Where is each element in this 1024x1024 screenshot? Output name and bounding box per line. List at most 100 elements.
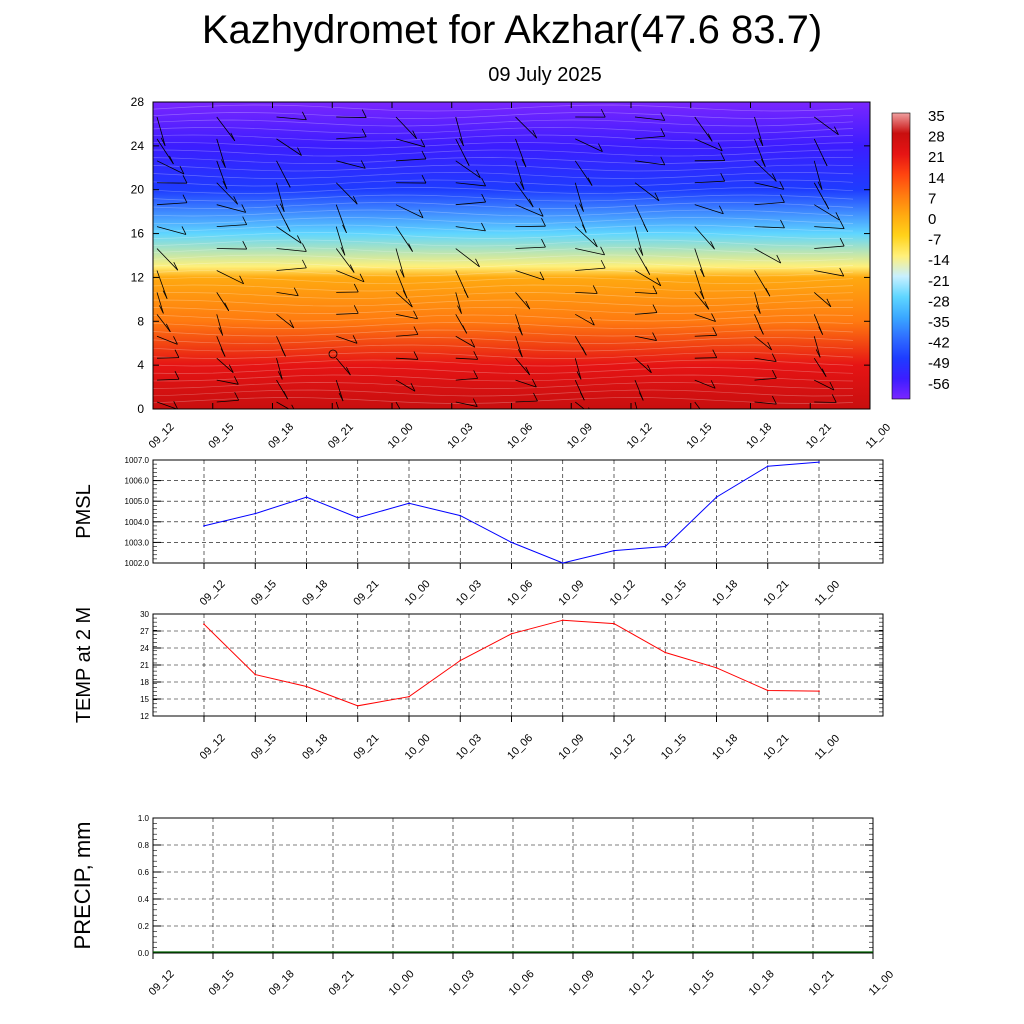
wind-barb-feather <box>283 390 289 400</box>
contour-line <box>153 194 854 202</box>
contour-line <box>153 149 854 157</box>
x-tick-label: 10_18 <box>710 578 740 608</box>
wind-barb-feather <box>421 150 427 160</box>
wind-barb-feather <box>462 325 468 334</box>
wind-barb-feather <box>765 288 771 297</box>
wind-barb-feather <box>338 392 344 402</box>
colorbar-label: -49 <box>928 355 950 372</box>
y-tick-label: 21 <box>140 661 149 670</box>
wind-barb <box>575 291 598 294</box>
x-tick-label: 09_21 <box>326 421 356 451</box>
y-tick-label: 18 <box>140 678 149 687</box>
wind-barb-feather <box>779 181 785 190</box>
wind-barb-feather <box>353 305 359 314</box>
contour-line <box>153 217 854 224</box>
wind-barb-feather <box>349 264 355 273</box>
x-tick-label: 10_06 <box>507 968 537 998</box>
wind-barb-feather <box>481 177 486 187</box>
wind-barb <box>694 116 713 142</box>
wind-barb <box>814 270 844 277</box>
wind-barb-feather <box>407 298 413 308</box>
y-tick-label: 1006.0 <box>125 477 150 486</box>
wind-barb-feather <box>707 133 713 142</box>
y-tick-label: 30 <box>140 610 149 619</box>
wind-barb <box>754 377 777 381</box>
x-tick-label: 09_18 <box>267 968 297 998</box>
wind-barb <box>455 292 462 314</box>
wind-barb <box>634 312 657 315</box>
data-point <box>818 461 820 463</box>
x-tick-label: 10_09 <box>556 732 586 762</box>
contour-line <box>153 314 854 322</box>
contour-line <box>153 202 854 209</box>
x-tick-label: 10_21 <box>804 421 834 451</box>
wind-barb-feather <box>518 327 523 336</box>
wind-barb <box>455 335 475 348</box>
wind-barb-feather <box>815 349 821 358</box>
wind-barb-feather <box>403 413 407 421</box>
wind-barb <box>694 138 723 152</box>
wind-barb-feather <box>289 319 295 329</box>
wind-barb <box>156 226 187 235</box>
contour-line <box>153 322 854 329</box>
wind-barb-feather <box>174 349 180 358</box>
wind-barb-feather <box>222 180 228 190</box>
wind-barb-feather <box>472 398 478 407</box>
wind-barb-feather <box>760 158 766 168</box>
wind-barb-feather <box>525 366 531 376</box>
wind-barb-feather <box>758 137 764 146</box>
wind-barb-feather <box>233 196 238 205</box>
wind-barb <box>216 224 247 228</box>
wind-barb <box>694 226 715 250</box>
y-axis-title: PRECIP, mm <box>70 822 95 950</box>
wind-barb-feather <box>293 287 299 296</box>
wind-barb-feather <box>234 392 240 401</box>
wind-barb-feather <box>817 181 823 190</box>
x-tick-label: 10_06 <box>505 421 535 451</box>
wind-barb <box>455 357 478 360</box>
y-tick-label: 1003.0 <box>125 538 150 547</box>
wind-barb-feather <box>340 247 346 256</box>
wind-barb-feather <box>598 143 603 152</box>
wind-barb <box>754 182 784 190</box>
wind-barb <box>515 314 523 336</box>
contour-line <box>153 119 854 127</box>
wind-barb <box>395 116 417 140</box>
contour-line <box>153 142 854 149</box>
wind-barb-feather <box>759 326 764 335</box>
wind-barb <box>336 335 358 344</box>
wind-barb-feather <box>281 348 286 357</box>
contour-line <box>153 127 854 134</box>
wind-barb-feather <box>402 290 408 299</box>
wind-barb <box>336 270 365 283</box>
x-tick-label: 09_21 <box>327 968 357 998</box>
wind-barb <box>634 226 644 256</box>
wind-barb <box>156 248 179 271</box>
wind-barb <box>216 160 228 190</box>
wind-barb-feather <box>829 381 835 391</box>
wind-barb-feather <box>242 240 248 250</box>
wind-barb <box>335 204 347 234</box>
wind-barb-feather <box>883 346 887 354</box>
wind-barb <box>575 138 603 152</box>
wind-barb-feather <box>643 223 649 233</box>
colorbar-label: 7 <box>928 190 936 207</box>
x-tick-label: 10_00 <box>403 578 433 608</box>
wind-barb-feather <box>361 109 367 118</box>
wind-barb-feather <box>182 194 188 203</box>
wind-barb <box>814 204 841 221</box>
wind-barb <box>874 183 884 211</box>
wind-barb <box>574 182 584 212</box>
wind-barb <box>754 160 777 182</box>
wind-barb-feather <box>541 218 546 227</box>
wind-barb <box>694 379 716 389</box>
wind-barb <box>634 182 660 202</box>
data-point <box>818 690 820 692</box>
x-tick-label: 10_21 <box>761 732 791 762</box>
wind-barb-feather <box>353 283 359 293</box>
wind-barb-feather <box>297 147 302 156</box>
wind-barb-feather <box>710 240 715 250</box>
wind-barb-feather <box>835 212 841 221</box>
wind-barb <box>874 358 880 379</box>
wind-barb <box>156 314 171 333</box>
